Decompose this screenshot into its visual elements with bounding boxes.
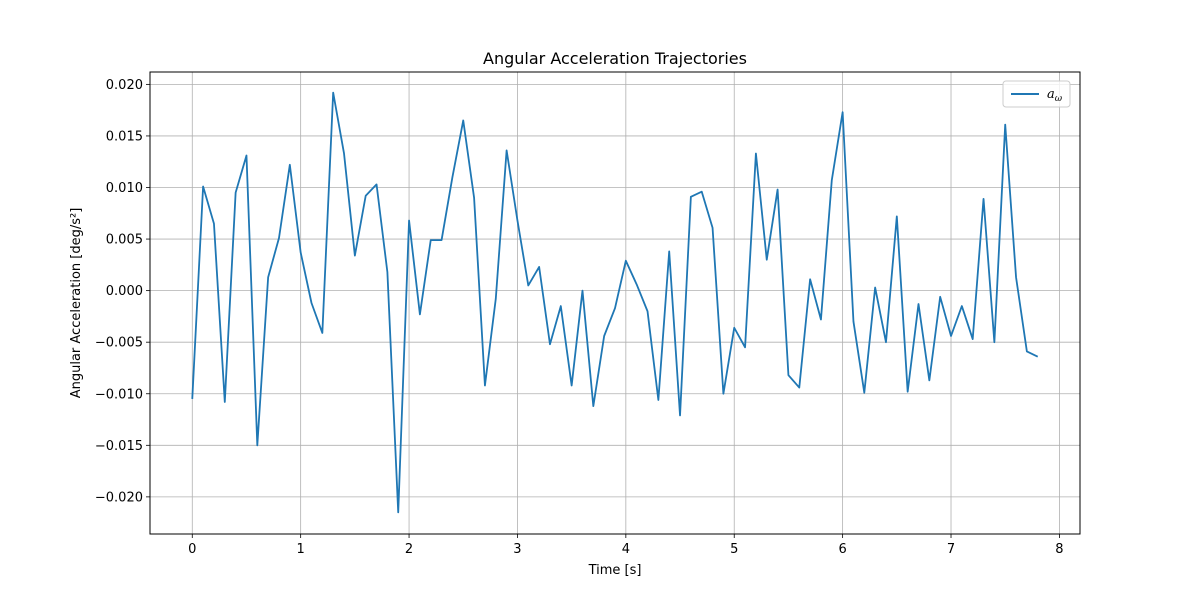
grid <box>150 72 1080 534</box>
y-tick-label: 0.020 <box>106 78 143 93</box>
x-tick-label: 1 <box>297 542 305 557</box>
y-tick-label: 0.000 <box>106 284 143 299</box>
legend: aω <box>1002 80 1071 108</box>
chart-title: Angular Acceleration Trajectories <box>483 49 747 68</box>
legend-entry-subscript: ω <box>1055 94 1063 104</box>
x-tick-label: 6 <box>838 542 846 557</box>
x-tick-label: 4 <box>622 542 630 557</box>
legend-entry-main: a <box>1047 87 1055 102</box>
x-tick-label: 2 <box>405 542 413 557</box>
x-axis-label: Time [s] <box>588 563 642 578</box>
x-tick-label: 3 <box>513 542 521 557</box>
y-tick-label: −0.005 <box>95 336 143 351</box>
x-tick-label: 8 <box>1055 542 1063 557</box>
y-tick-label: −0.020 <box>95 490 143 505</box>
y-axis-label: Angular Acceleration [deg/s²] <box>69 208 84 399</box>
plot-frame <box>149 71 1081 535</box>
legend-entry-label: aω <box>1047 87 1063 104</box>
x-tick-label: 5 <box>730 542 738 557</box>
series-line-a-omega <box>191 91 1039 514</box>
series-layer <box>191 91 1039 514</box>
y-tick-label: −0.010 <box>95 387 143 402</box>
y-tick-label: −0.015 <box>95 439 143 454</box>
x-tick-label: 7 <box>947 542 955 557</box>
y-tick-label: 0.015 <box>106 129 143 144</box>
y-tick-label: 0.005 <box>106 233 143 248</box>
ticks: 0 1 2 3 4 5 6 7 8 −0.020 −0.015 −0.010 −0.005 0.000 0.… <box>95 78 1064 557</box>
y-tick-label: 0.010 <box>106 181 143 196</box>
x-tick-label: 0 <box>188 542 196 557</box>
